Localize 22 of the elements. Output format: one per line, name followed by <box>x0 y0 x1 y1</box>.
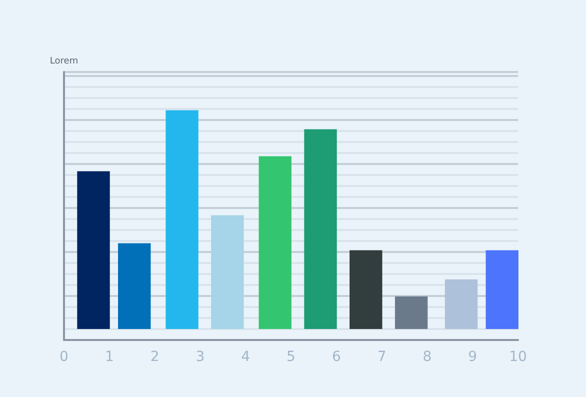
x-tick-label: 8 <box>422 349 432 365</box>
x-tick-label: 3 <box>196 349 205 365</box>
bar <box>486 250 518 329</box>
x-tick-label: 4 <box>241 349 250 365</box>
y-axis-title: Lorem <box>50 56 78 66</box>
x-tick-label: 6 <box>332 349 341 365</box>
bar <box>118 243 151 329</box>
bar <box>211 215 244 329</box>
x-tick-label: 7 <box>377 349 386 365</box>
x-tick-label: 10 <box>509 349 527 365</box>
bar <box>166 110 198 329</box>
bar <box>444 279 478 329</box>
x-tick-label: 1 <box>104 349 114 365</box>
bar <box>350 250 382 329</box>
bar <box>394 296 428 329</box>
x-tick-label: 0 <box>60 349 68 365</box>
bar <box>304 129 337 329</box>
bar <box>258 156 292 329</box>
x-tick-label: 2 <box>150 349 160 365</box>
bar <box>77 171 110 329</box>
x-tick-label: 5 <box>286 349 296 365</box>
x-tick-label: 9 <box>468 349 478 365</box>
